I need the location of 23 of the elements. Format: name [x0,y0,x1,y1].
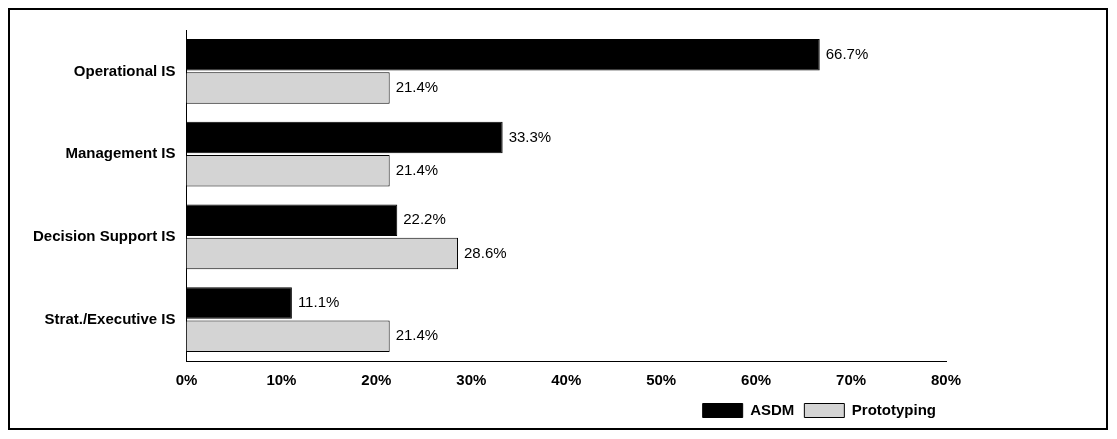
x-tick-label: 0% [175,371,198,389]
y-tick-label: Operational IS [73,61,176,79]
y-tick-label: Management IS [65,144,176,162]
x-tick-label: 80% [930,371,962,389]
x-tick-label: 50% [646,371,677,389]
x-tick-label: 20% [361,371,392,389]
data-label: 21.4% [395,78,439,96]
data-label: 22.2% [403,210,446,228]
data-label: 33.3% [508,127,552,145]
legend-label: ASDM [750,400,795,418]
data-label: 21.4% [395,326,439,344]
y-tick-label: Strat./Executive IS [44,309,176,327]
x-tick-label: 10% [266,371,297,389]
data-label: 28.6% [464,243,507,261]
y-tick-label: Decision Support IS [33,227,176,245]
x-tick-label: 40% [551,371,582,389]
x-tick-label: 70% [836,371,867,389]
x-tick-label: 60% [741,371,772,389]
data-label: 66.7% [825,44,869,62]
data-label: 11.1% [297,293,340,311]
x-tick-label: 30% [456,371,487,389]
legend-label: Prototyping [851,400,936,418]
data-label: 21.4% [395,160,439,178]
